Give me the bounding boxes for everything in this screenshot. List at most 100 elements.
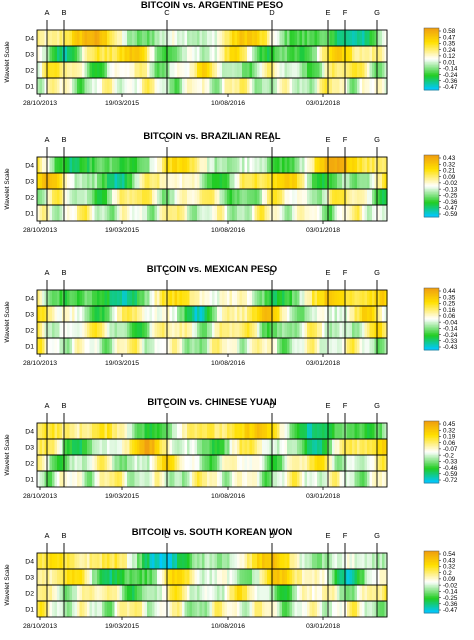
heatmap-cell [94,62,98,78]
heatmap-cell [372,601,376,617]
heatmap-cell [262,338,266,354]
heatmap-cell [79,338,83,354]
heatmap-cell [72,471,76,487]
heatmap-cell [42,290,46,306]
heatmap-cell [72,455,76,471]
heatmap-cell [379,30,383,46]
heatmap-cell [262,30,266,46]
heatmap-cell [277,30,281,46]
heatmap-cell [87,306,91,322]
heatmap-cell [102,585,106,601]
heatmap-cell [129,205,133,221]
colorbar-swatch [424,453,439,456]
heatmap-cell [232,46,236,62]
heatmap-cell [237,455,241,471]
heatmap-cell [264,306,268,322]
heatmap-cell [97,423,101,439]
heatmap-cell [314,157,318,173]
heatmap-cell [94,471,98,487]
heatmap-cell [82,157,86,173]
heatmap-cell [342,78,346,94]
heatmap-cell [212,338,216,354]
heatmap-cell [367,189,371,205]
heatmap-cell [147,306,151,322]
heatmap-cell [124,62,128,78]
heatmap-cell [199,471,203,487]
colorbar-swatch [424,315,439,318]
heatmap-cell [309,290,313,306]
heatmap-cell [192,423,196,439]
colorbar-swatch [424,68,439,71]
heatmap-cell [202,46,206,62]
heatmap-cell [189,290,193,306]
heatmap-cell [344,173,348,189]
heatmap-cell [157,423,161,439]
heatmap-cell [119,46,123,62]
colorbar-swatch [424,83,439,86]
heatmap-cell [362,157,366,173]
heatmap-cell [254,423,258,439]
heatmap-cell [362,205,366,221]
heatmap-cell [204,585,208,601]
heatmap-cell [229,205,233,221]
heatmap-cell [132,46,136,62]
heatmap-cell [372,322,376,338]
heatmap-cell [194,290,198,306]
heatmap-cell [97,439,101,455]
heatmap-cell [59,290,63,306]
heatmap-cell [324,46,328,62]
heatmap-cell [249,189,253,205]
heatmap-cell [367,205,371,221]
heatmap-cell [337,322,341,338]
heatmap-cell [364,30,368,46]
heatmap-cell [374,62,378,78]
heatmap-cell [49,306,53,322]
heatmap-cell [362,423,366,439]
heatmap-cell [59,157,63,173]
heatmap-cell [384,322,388,338]
colorbar-tick-label: -0.59 [443,471,458,478]
heatmap-cell [144,290,148,306]
heatmap-cell [214,189,218,205]
colorbar-swatch [424,213,439,216]
heatmap-cell [229,62,233,78]
heatmap-cell [109,46,113,62]
colorbar-swatch [424,459,439,462]
x-tick-label: 19/03/2015 [105,100,139,107]
heatmap-cell [107,338,111,354]
x-tick-label: 28/10/2013 [23,493,57,500]
heatmap-cell [57,423,61,439]
heatmap-cell [147,157,151,173]
heatmap-cell [217,173,221,189]
heatmap-cell [214,338,218,354]
heatmap-cell [234,62,238,78]
heatmap-cell [139,62,143,78]
colorbar-swatch [424,74,439,77]
heatmap-cell [97,471,101,487]
heatmap-cell [364,157,368,173]
heatmap-cell [64,30,68,46]
heatmap-cell [312,62,316,78]
heatmap-cell [292,601,296,617]
heatmap-cell [77,62,81,78]
heatmap-cell [42,205,46,221]
x-tick-label: 28/10/2013 [23,360,57,367]
heatmap-cell [319,585,323,601]
heatmap-cell [332,173,336,189]
heatmap-cell [197,290,201,306]
heatmap-cell [162,455,166,471]
heatmap-cell [352,290,356,306]
heatmap-cell [89,601,93,617]
heatmap-cell [129,62,133,78]
heatmap-cell [192,601,196,617]
heatmap-cell [224,78,228,94]
heatmap-cell [94,439,98,455]
heatmap-cell [207,157,211,173]
heatmap-cell [259,306,263,322]
heatmap-cell [87,471,91,487]
heatmap-cell [144,569,148,585]
heatmap-cell [354,173,358,189]
heatmap-cell [72,290,76,306]
heatmap-cell [332,290,336,306]
